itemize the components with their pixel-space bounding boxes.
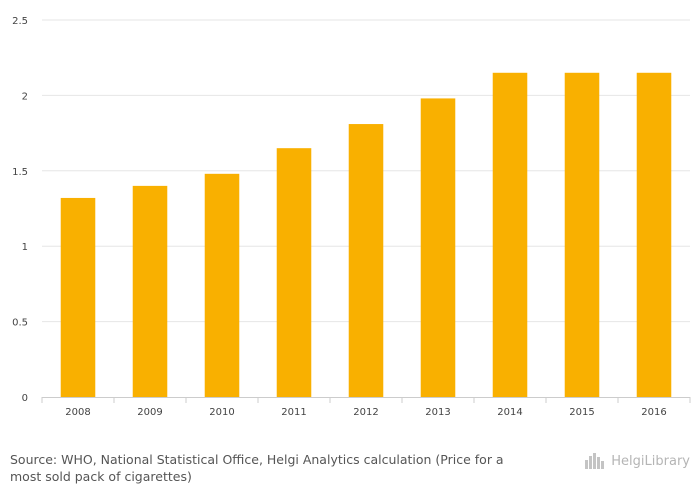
bar xyxy=(204,173,240,397)
x-tick-label: 2011 xyxy=(281,407,306,418)
bar xyxy=(348,124,384,397)
bar xyxy=(492,72,528,397)
y-tick-label: 0 xyxy=(22,393,28,404)
x-tick-label: 2008 xyxy=(65,407,90,418)
bar xyxy=(276,148,312,397)
x-tick-label: 2009 xyxy=(137,407,162,418)
y-tick-label: 1 xyxy=(22,242,28,253)
x-tick-label: 2015 xyxy=(569,407,594,418)
x-tick-label: 2013 xyxy=(425,407,450,418)
x-tick-label: 2016 xyxy=(641,407,666,418)
y-tick-label: 2 xyxy=(22,91,28,102)
bar xyxy=(132,185,168,397)
y-tick-label: 0.5 xyxy=(12,318,28,329)
city-skyline-icon xyxy=(585,453,605,469)
logo-text: HelgiLibrary xyxy=(611,453,690,469)
x-axis-ticks: 2008 2009 2010 2011 2012 2013 2014 2015 2016 xyxy=(41,397,691,418)
source-text: Source: WHO, National Statistical Office… xyxy=(10,452,504,484)
x-tick-label: 2014 xyxy=(497,407,522,418)
bar xyxy=(564,72,600,397)
y-axis-ticks: 0 0.5 1 1.5 2 2.5 xyxy=(12,16,28,404)
bar xyxy=(60,197,96,397)
x-tick-label: 2012 xyxy=(353,407,378,418)
bar xyxy=(420,98,456,397)
bars xyxy=(60,72,672,397)
source-note: Source: WHO, National Statistical Office… xyxy=(10,451,530,485)
bar-chart: 0 0.5 1 1.5 2 2.5 2008 2009 2010 2011 2012 2013 201… xyxy=(12,16,691,418)
bar xyxy=(636,72,672,397)
helgi-library-logo: HelgiLibrary xyxy=(566,451,690,471)
y-tick-label: 1.5 xyxy=(12,167,28,178)
y-tick-label: 2.5 xyxy=(12,16,28,27)
x-tick-label: 2010 xyxy=(209,407,234,418)
